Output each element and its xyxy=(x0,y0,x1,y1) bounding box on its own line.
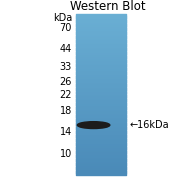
Text: ←16kDa: ←16kDa xyxy=(130,120,169,130)
Text: 14: 14 xyxy=(60,127,72,137)
Text: 10: 10 xyxy=(60,149,72,159)
Text: Western Blot: Western Blot xyxy=(70,0,146,13)
Text: 22: 22 xyxy=(60,89,72,100)
Text: 26: 26 xyxy=(60,77,72,87)
Text: 33: 33 xyxy=(60,62,72,73)
Text: 44: 44 xyxy=(60,44,72,54)
Text: kDa: kDa xyxy=(53,13,72,23)
Ellipse shape xyxy=(77,122,110,129)
Text: 18: 18 xyxy=(60,106,72,116)
Text: 70: 70 xyxy=(60,23,72,33)
